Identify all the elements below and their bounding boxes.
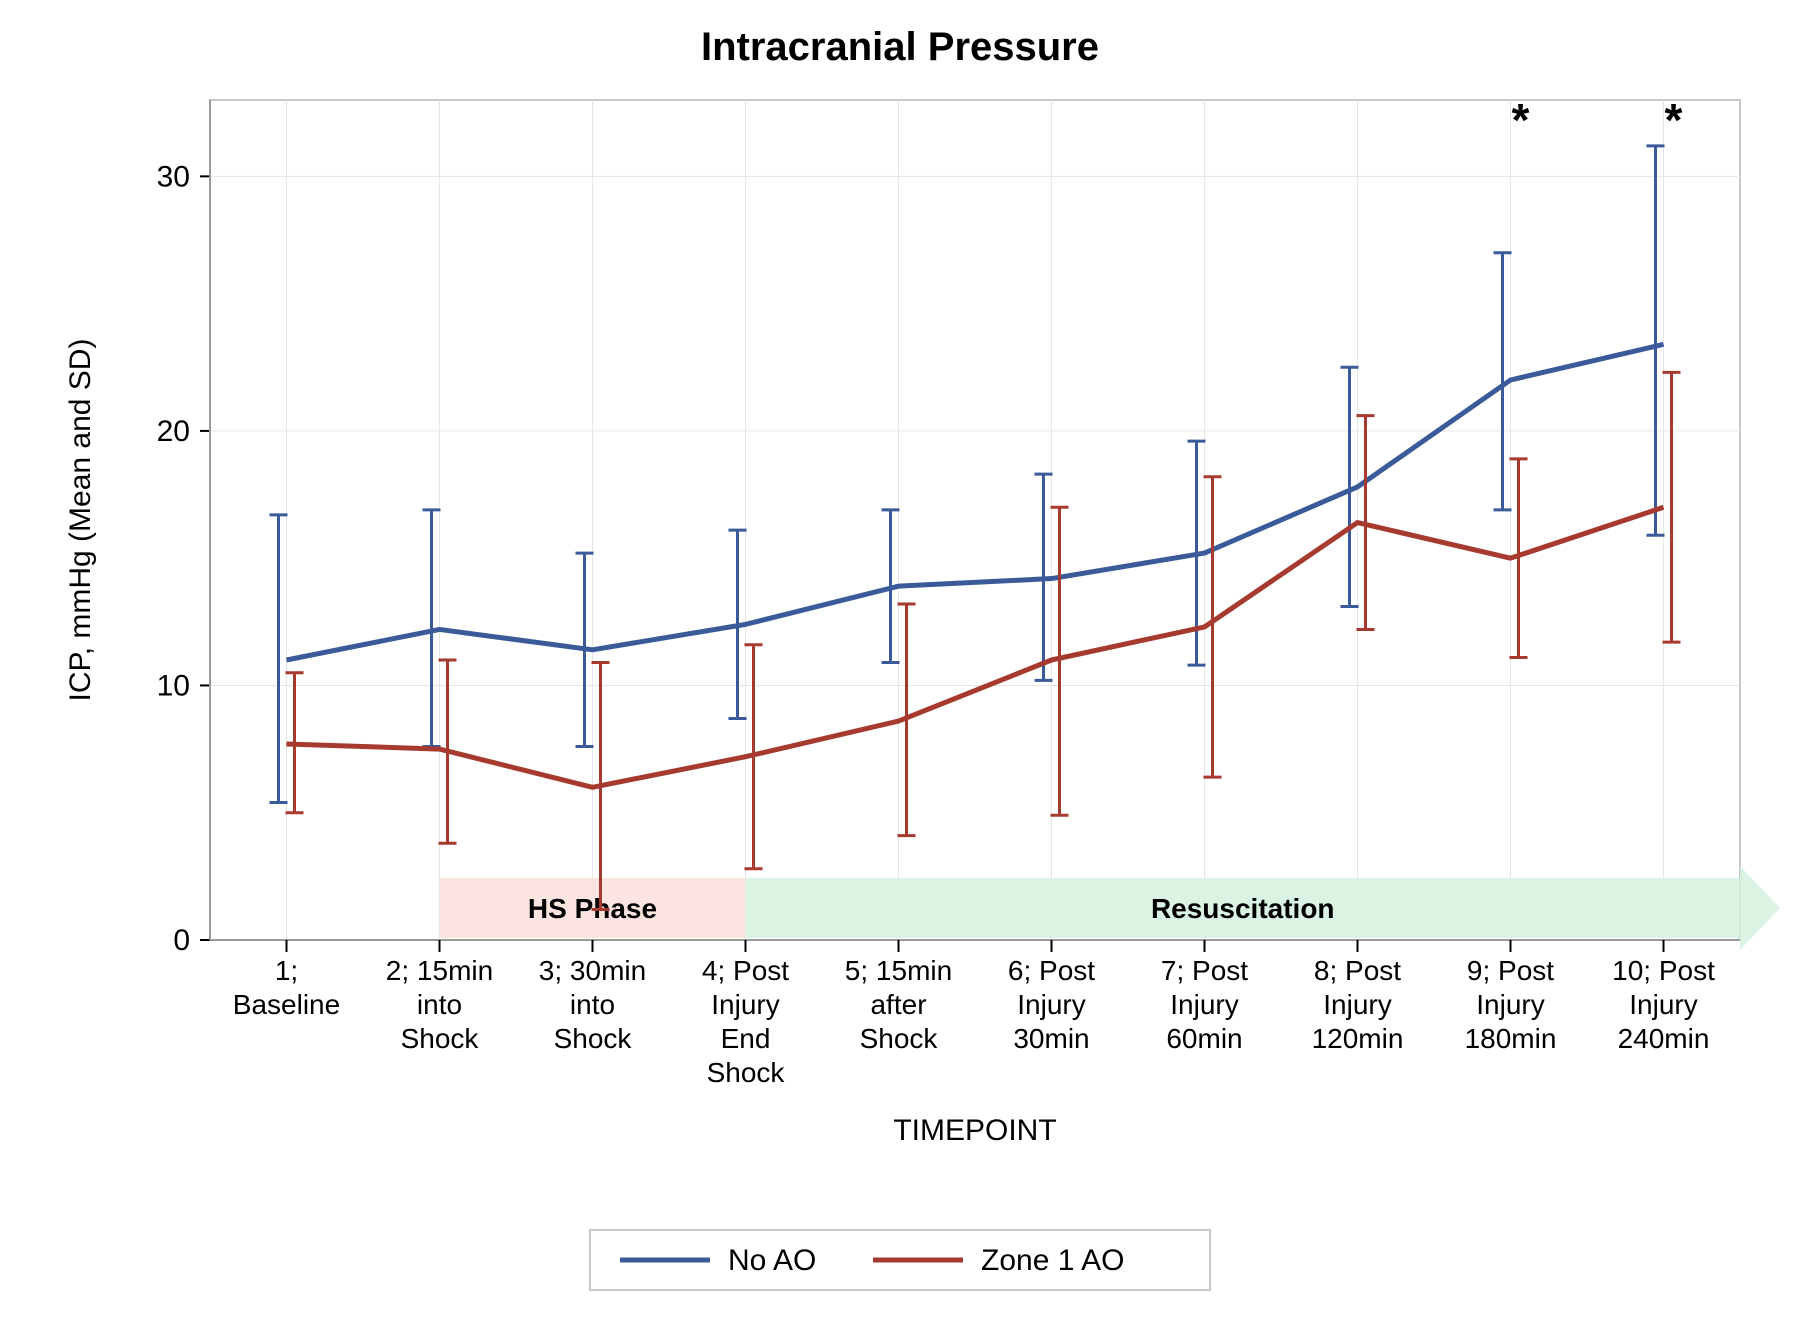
xtick-label: 10; Post	[1612, 955, 1715, 986]
xtick-label: 180min	[1465, 1023, 1557, 1054]
xtick-label: Injury	[711, 989, 779, 1020]
xtick-label: 1;	[275, 955, 298, 986]
legend-item-label: No AO	[728, 1244, 816, 1277]
xtick-label: Shock	[707, 1057, 786, 1088]
xtick-label: 4; Post	[702, 955, 789, 986]
xtick-label: 8; Post	[1314, 955, 1401, 986]
xtick-label: into	[570, 989, 615, 1020]
xtick-label: Shock	[554, 1023, 633, 1054]
xtick-label: Injury	[1476, 989, 1544, 1020]
ytick-label: 20	[157, 415, 190, 448]
ytick-label: 0	[173, 924, 190, 957]
y-axis-label: ICP, mmHg (Mean and SD)	[64, 339, 97, 702]
legend: No AO Zone 1 AO	[590, 1230, 1210, 1290]
xtick-label: 30min	[1013, 1023, 1089, 1054]
xtick-label: Injury	[1017, 989, 1085, 1020]
ytick-label: 10	[157, 669, 190, 702]
phase-band-label: Resuscitation	[1151, 893, 1335, 924]
ytick-label: 30	[157, 160, 190, 193]
xtick-label: 60min	[1166, 1023, 1242, 1054]
xtick-label: 5; 15min	[845, 955, 952, 986]
plot-area: HS PhaseResuscitation01020301;Baseline2;…	[64, 94, 1780, 1147]
xtick-label: after	[870, 989, 926, 1020]
xtick-label: 3; 30min	[539, 955, 646, 986]
xtick-label: Shock	[401, 1023, 480, 1054]
xtick-label: Injury	[1629, 989, 1697, 1020]
xtick-label: 240min	[1618, 1023, 1710, 1054]
significance-star: *	[1512, 94, 1530, 146]
xtick-label: Shock	[860, 1023, 939, 1054]
legend-item-label: Zone 1 AO	[981, 1244, 1124, 1277]
xtick-label: Baseline	[233, 989, 340, 1020]
xtick-label: into	[417, 989, 462, 1020]
xtick-label: 9; Post	[1467, 955, 1554, 986]
chart-title: Intracranial Pressure	[701, 25, 1099, 69]
xtick-label: 6; Post	[1008, 955, 1095, 986]
xtick-label: End	[721, 1023, 771, 1054]
xtick-label: 2; 15min	[386, 955, 493, 986]
xtick-label: 7; Post	[1161, 955, 1248, 986]
x-axis-label: TIMEPOINT	[893, 1114, 1056, 1147]
significance-star: *	[1665, 94, 1683, 146]
xtick-label: Injury	[1323, 989, 1391, 1020]
xtick-label: 120min	[1312, 1023, 1404, 1054]
xtick-label: Injury	[1170, 989, 1238, 1020]
